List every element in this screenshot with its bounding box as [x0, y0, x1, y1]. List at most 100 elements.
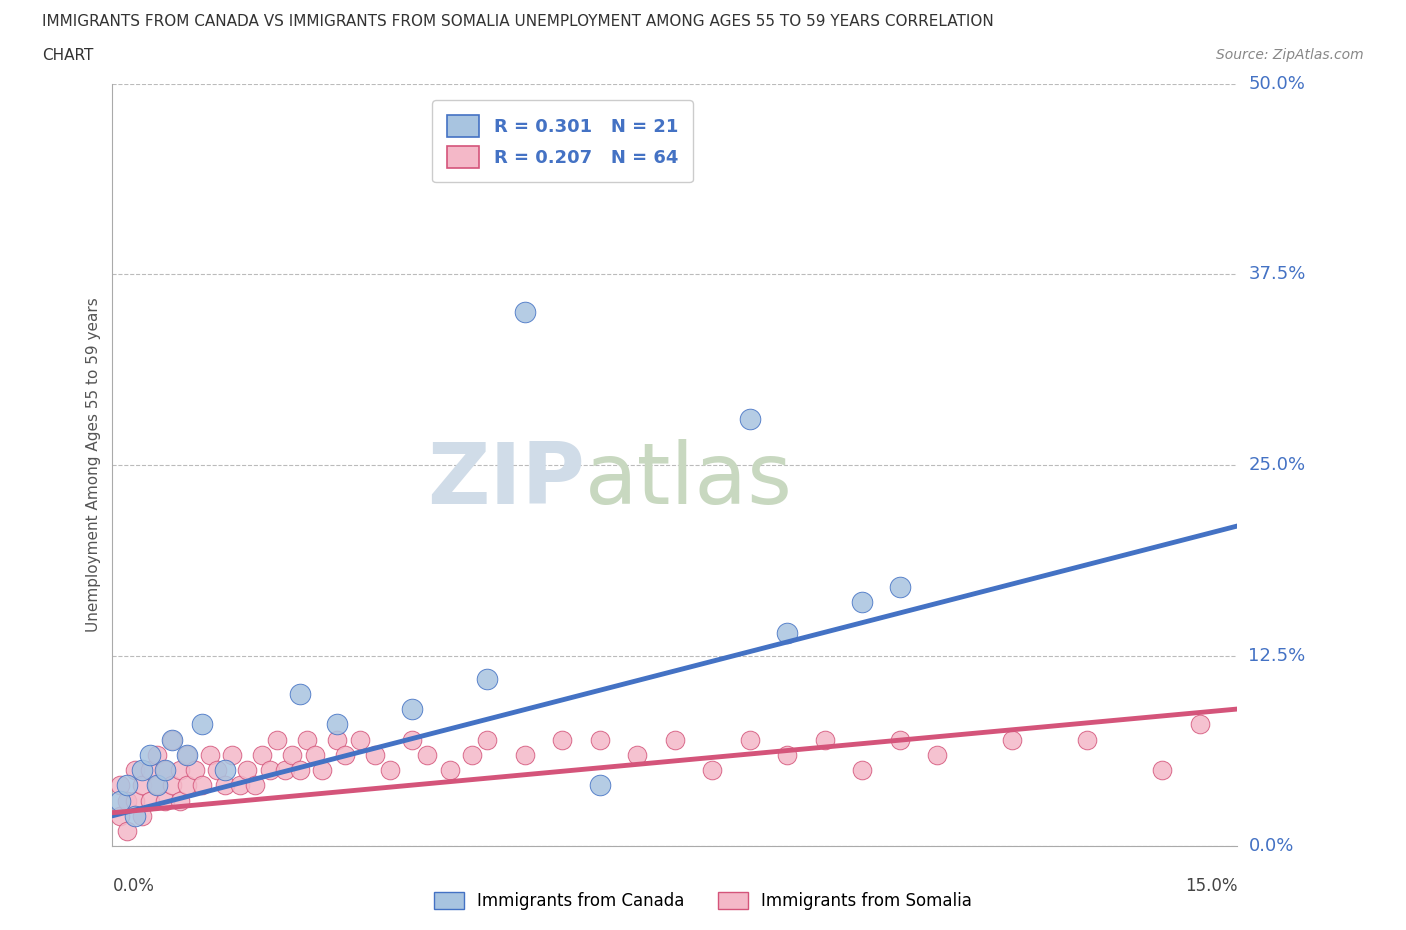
Text: 15.0%: 15.0% [1185, 877, 1237, 895]
Point [184, 763, 207, 777]
Point [702, 763, 724, 777]
Point [243, 777, 266, 792]
Point [153, 793, 176, 808]
Point [131, 808, 153, 823]
Point [162, 777, 184, 792]
Point [221, 748, 243, 763]
Point [1152, 763, 1174, 777]
Text: 0.0%: 0.0% [112, 877, 155, 895]
Point [124, 763, 146, 777]
Text: IMMIGRANTS FROM CANADA VS IMMIGRANTS FROM SOMALIA UNEMPLOYMENT AMONG AGES 55 TO : IMMIGRANTS FROM CANADA VS IMMIGRANTS FRO… [42, 14, 994, 29]
Point [162, 732, 184, 747]
Point [214, 777, 236, 792]
Point [776, 625, 799, 640]
Point [131, 777, 153, 792]
Point [333, 748, 356, 763]
Point [214, 763, 236, 777]
Point [117, 777, 139, 792]
Text: ZIP: ZIP [427, 439, 585, 522]
Point [664, 732, 686, 747]
Point [416, 748, 439, 763]
Point [814, 732, 837, 747]
Point [146, 777, 169, 792]
Text: 37.5%: 37.5% [1249, 265, 1306, 284]
Point [124, 808, 146, 823]
Point [378, 763, 401, 777]
Point [477, 732, 499, 747]
Point [191, 777, 214, 792]
Point [139, 763, 162, 777]
Point [889, 579, 911, 594]
Point [176, 777, 198, 792]
Text: CHART: CHART [42, 48, 94, 63]
Point [439, 763, 461, 777]
Point [326, 732, 349, 747]
Point [477, 671, 499, 686]
Text: 0.0%: 0.0% [1249, 837, 1294, 856]
Point [259, 763, 281, 777]
Point [139, 793, 162, 808]
Text: atlas: atlas [585, 439, 793, 522]
Point [146, 777, 169, 792]
Text: 50.0%: 50.0% [1249, 74, 1305, 93]
Point [153, 763, 176, 777]
Point [274, 763, 297, 777]
Text: 12.5%: 12.5% [1249, 646, 1306, 665]
Point [364, 748, 387, 763]
Point [169, 793, 191, 808]
Point [1188, 717, 1211, 732]
Point [117, 793, 139, 808]
Point [738, 732, 761, 747]
Point [1001, 732, 1024, 747]
Point [176, 748, 198, 763]
Point [139, 748, 162, 763]
Point [117, 824, 139, 839]
Point [401, 701, 423, 716]
Point [349, 732, 371, 747]
Point [281, 748, 304, 763]
Point [851, 763, 873, 777]
Point [236, 763, 259, 777]
Point [108, 793, 131, 808]
Point [626, 748, 648, 763]
Text: 25.0%: 25.0% [1249, 456, 1306, 474]
Point [169, 763, 191, 777]
Point [304, 748, 326, 763]
Point [198, 748, 221, 763]
Point [738, 412, 761, 427]
Point [252, 748, 274, 763]
Point [776, 748, 799, 763]
Point [311, 763, 333, 777]
Point [229, 777, 252, 792]
Point [146, 748, 169, 763]
Legend: R = 0.301   N = 21, R = 0.207   N = 64: R = 0.301 N = 21, R = 0.207 N = 64 [432, 100, 693, 182]
Point [176, 748, 198, 763]
Point [162, 732, 184, 747]
Point [288, 686, 311, 701]
Point [288, 763, 311, 777]
Point [153, 763, 176, 777]
Point [589, 732, 612, 747]
Point [297, 732, 319, 747]
Point [589, 777, 612, 792]
Point [927, 748, 949, 763]
Point [513, 748, 536, 763]
Point [191, 717, 214, 732]
Point [266, 732, 288, 747]
Point [124, 793, 146, 808]
Point [461, 748, 484, 763]
Point [131, 763, 153, 777]
Point [551, 732, 574, 747]
Point [513, 305, 536, 320]
Legend: Immigrants from Canada, Immigrants from Somalia: Immigrants from Canada, Immigrants from … [427, 885, 979, 917]
Point [108, 808, 131, 823]
Point [889, 732, 911, 747]
Point [326, 717, 349, 732]
Point [851, 595, 873, 610]
Text: Source: ZipAtlas.com: Source: ZipAtlas.com [1216, 48, 1364, 62]
Point [108, 777, 131, 792]
Point [207, 763, 229, 777]
Y-axis label: Unemployment Among Ages 55 to 59 years: Unemployment Among Ages 55 to 59 years [86, 298, 101, 632]
Point [401, 732, 423, 747]
Point [1076, 732, 1098, 747]
